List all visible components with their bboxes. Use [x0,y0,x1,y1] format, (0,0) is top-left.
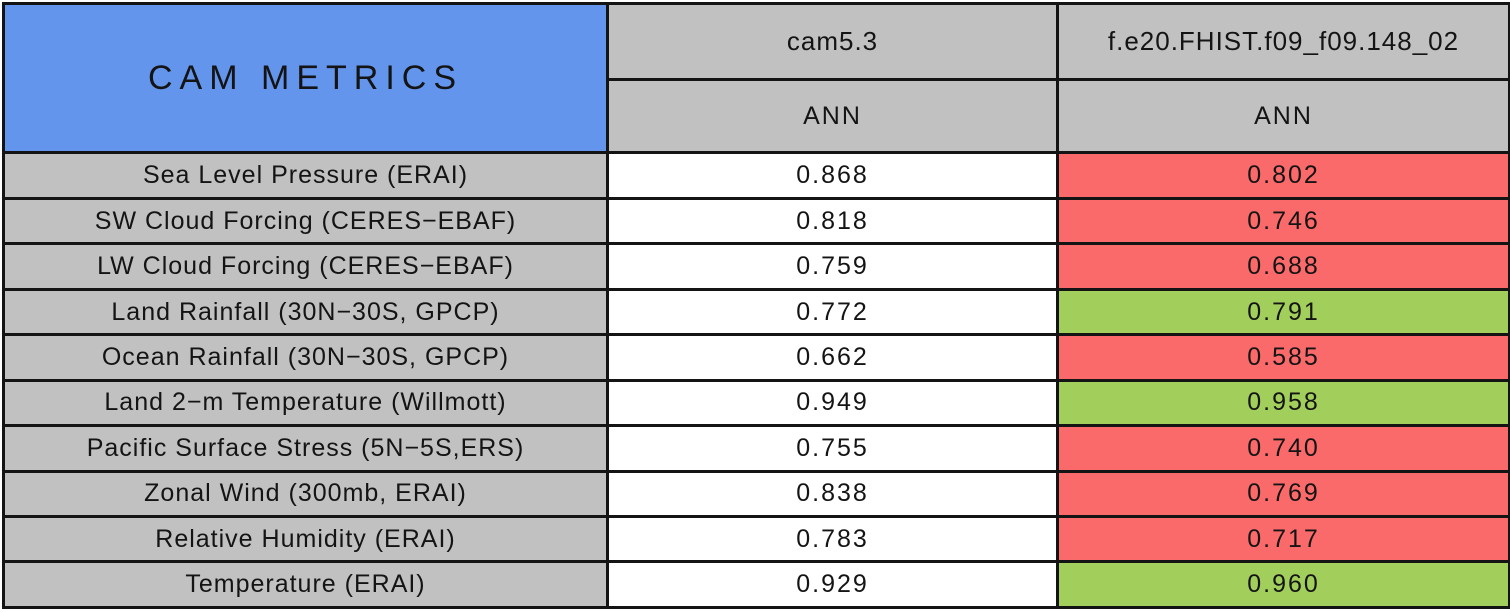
comparison-value-cell: 0.746 [1056,196,1510,246]
cam53-value-cell: 0.949 [606,378,1059,428]
metric-label-cell: LW Cloud Forcing (CERES−EBAF) [2,242,609,291]
metric-label-cell: Ocean Rainfall (30N−30S, GPCP) [2,333,609,382]
table-row: Temperature (ERAI) 0.929 0.960 [2,560,1510,609]
cam53-value-cell: 0.783 [606,514,1059,564]
comparison-value-cell: 0.740 [1056,424,1510,473]
table-row: Land Rainfall (30N−30S, GPCP) 0.772 0.79… [2,287,1510,337]
cam53-value-cell: 0.755 [606,424,1059,473]
comparison-value-cell: 0.958 [1056,378,1510,428]
comparison-value-cell: 0.688 [1056,242,1510,291]
table-row: Land 2−m Temperature (Willmott) 0.949 0.… [2,378,1510,428]
comparison-value-cell: 0.769 [1056,469,1510,518]
season-header-cam53: ANN [606,77,1059,155]
table-row: Pacific Surface Stress (5N−5S,ERS) 0.755… [2,424,1510,473]
table-title: CAM METRICS [2,1,609,155]
metric-label-cell: Temperature (ERAI) [2,560,609,609]
cam53-value-cell: 0.662 [606,333,1059,382]
table-row: SW Cloud Forcing (CERES−EBAF) 0.818 0.74… [2,196,1510,246]
metric-label-cell: Zonal Wind (300mb, ERAI) [2,469,609,518]
table-row: Ocean Rainfall (30N−30S, GPCP) 0.662 0.5… [2,333,1510,382]
metric-label-cell: Land Rainfall (30N−30S, GPCP) [2,287,609,337]
cam53-value-cell: 0.868 [606,151,1059,200]
metric-label-cell: SW Cloud Forcing (CERES−EBAF) [2,196,609,246]
column-header-cam53: cam5.3 [606,2,1059,81]
metric-label-cell: Land 2−m Temperature (Willmott) [2,378,609,428]
cam53-value-cell: 0.838 [606,469,1059,518]
cam53-value-cell: 0.759 [606,242,1059,291]
metric-label-cell: Relative Humidity (ERAI) [2,514,609,564]
cam53-value-cell: 0.929 [606,560,1059,609]
cam53-value-cell: 0.772 [606,287,1059,337]
table-row: Zonal Wind (300mb, ERAI) 0.838 0.769 [2,469,1510,518]
comparison-value-cell: 0.791 [1056,287,1510,337]
metric-label-cell: Sea Level Pressure (ERAI) [2,151,609,200]
comparison-value-cell: 0.585 [1056,333,1510,382]
header-row-seasons: ANN ANN [4,77,1510,155]
comparison-value-cell: 0.960 [1056,560,1510,609]
header-row-models: CAM METRICS cam5.3 f.e20.FHIST.f09_f09.1… [2,1,1510,155]
cam53-value-cell: 0.818 [606,196,1059,246]
comparison-value-cell: 0.717 [1056,514,1510,564]
table-row: Relative Humidity (ERAI) 0.783 0.717 [2,514,1510,564]
table-row: Sea Level Pressure (ERAI) 0.868 0.802 [2,151,1510,200]
comparison-value-cell: 0.802 [1056,151,1510,200]
table-row: LW Cloud Forcing (CERES−EBAF) 0.759 0.68… [2,242,1510,291]
season-header-comparison-run: ANN [1056,77,1510,155]
column-header-comparison-run: f.e20.FHIST.f09_f09.148_02 [1056,2,1510,81]
metric-label-cell: Pacific Surface Stress (5N−5S,ERS) [2,424,609,473]
